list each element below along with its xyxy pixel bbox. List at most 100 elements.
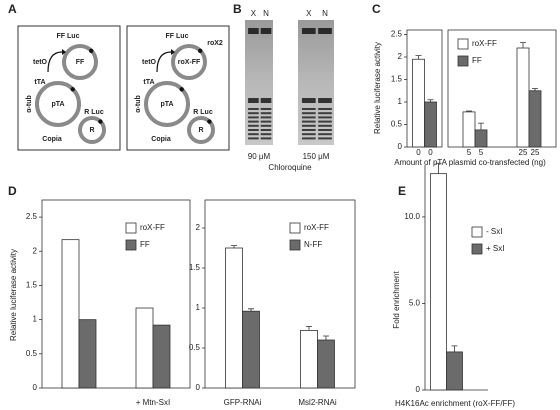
- band: [301, 137, 316, 140]
- error-bar: [435, 162, 442, 174]
- panel-label: D: [8, 184, 17, 198]
- band: [301, 28, 316, 34]
- plasmid-marker: [179, 87, 184, 92]
- diagram-label: FF Luc: [57, 33, 80, 40]
- band: [260, 112, 272, 115]
- y-tick-label: 0.5: [26, 349, 38, 358]
- lane-label: X: [306, 9, 312, 18]
- y-tick-label: 0: [416, 385, 421, 394]
- bar: [61, 239, 80, 389]
- arrowhead: [171, 49, 175, 55]
- band: [318, 28, 332, 34]
- plasmid: [35, 81, 81, 127]
- legend-label: N-FF: [304, 240, 322, 249]
- legend-swatch: [125, 222, 137, 234]
- y-tick-label: 1.5: [391, 75, 403, 84]
- band: [248, 112, 259, 115]
- band: [301, 108, 316, 110]
- y-tick-label: 2.5: [26, 212, 38, 221]
- bar: [135, 307, 154, 389]
- band: [260, 28, 272, 34]
- x-tick-label: 0: [416, 148, 421, 157]
- legend-swatch: [289, 222, 301, 234]
- lane-label: N: [322, 9, 328, 18]
- y-tick-label: 1: [398, 97, 403, 106]
- legend-label: FF: [472, 56, 482, 65]
- diagram-label: R: [198, 127, 203, 134]
- gel-condition: 150 μM: [303, 152, 330, 161]
- error-bar: [427, 99, 434, 102]
- band: [248, 129, 259, 131]
- y-tick-label: 5.0: [409, 299, 421, 308]
- diagram-label: α-tub: [135, 95, 142, 113]
- diagram-label: pTA: [160, 101, 173, 108]
- panel-label: A: [8, 2, 17, 16]
- lane-label: X: [251, 9, 257, 18]
- construct-box: [126, 25, 230, 151]
- error-bar: [248, 308, 254, 312]
- plasmid-marker: [98, 119, 103, 124]
- plot-frame: [447, 29, 557, 148]
- legend-swatch: [471, 243, 483, 255]
- band: [301, 98, 316, 103]
- band: [301, 120, 316, 123]
- x-tick-label: Msl2-RNAi: [298, 398, 336, 407]
- error-bar: [478, 122, 484, 130]
- bar: [446, 351, 463, 391]
- y-tick-label: 2: [196, 223, 201, 232]
- band: [301, 133, 316, 136]
- diagram-label: tetO: [33, 59, 48, 66]
- bar: [242, 310, 260, 389]
- y-tick-label: 1.5: [26, 281, 38, 290]
- x-axis-label: H4K16Ac enrichment (roX-FF/FF): [395, 399, 515, 408]
- band: [260, 133, 272, 136]
- legend-swatch: [471, 226, 483, 238]
- diagram-label: R Luc: [84, 109, 104, 116]
- band: [248, 120, 259, 123]
- diagram-label: tetO: [142, 59, 157, 66]
- x-tick-label: 25: [531, 148, 540, 157]
- band: [248, 124, 259, 127]
- bar: [225, 247, 243, 389]
- bar: [412, 58, 425, 148]
- legend-swatch: [457, 55, 469, 67]
- error-bar: [415, 55, 422, 60]
- band: [301, 124, 316, 127]
- y-axis-label: Fold enrichment: [392, 271, 401, 329]
- band: [248, 98, 259, 103]
- error-bar: [231, 245, 237, 248]
- diagram-label: roX-FF: [178, 59, 201, 66]
- band: [260, 108, 272, 110]
- arrowhead: [62, 49, 66, 55]
- band: [248, 116, 259, 119]
- panel-label: B: [233, 2, 242, 16]
- diagram-label: pTA: [51, 101, 64, 108]
- plasmid-marker: [198, 48, 203, 53]
- diagram-label: FF Luc: [166, 33, 189, 40]
- error-bar: [306, 326, 312, 331]
- plasmid-marker: [89, 48, 94, 53]
- band: [260, 124, 272, 127]
- error-bar: [323, 335, 329, 340]
- legend-label: - SxI: [486, 227, 502, 236]
- band: [301, 112, 316, 115]
- band: [318, 120, 332, 123]
- band: [248, 133, 259, 136]
- band: [318, 112, 332, 115]
- panel-label: E: [398, 184, 406, 198]
- gel-xlabel: Chloroquine: [268, 163, 312, 172]
- band: [248, 28, 259, 34]
- y-tick-label: 0.5: [391, 120, 403, 129]
- x-tick-label: 0: [428, 148, 433, 157]
- plasmid: [187, 116, 215, 144]
- y-tick-label: 2: [33, 246, 38, 255]
- bar: [152, 324, 171, 389]
- diagram-label: roX2: [207, 40, 223, 47]
- diagram-label: FF: [76, 59, 85, 66]
- y-tick-label: 2: [398, 52, 403, 61]
- plot-frame: [41, 199, 191, 389]
- legend-swatch: [289, 239, 301, 251]
- band: [318, 137, 332, 140]
- band: [248, 108, 259, 110]
